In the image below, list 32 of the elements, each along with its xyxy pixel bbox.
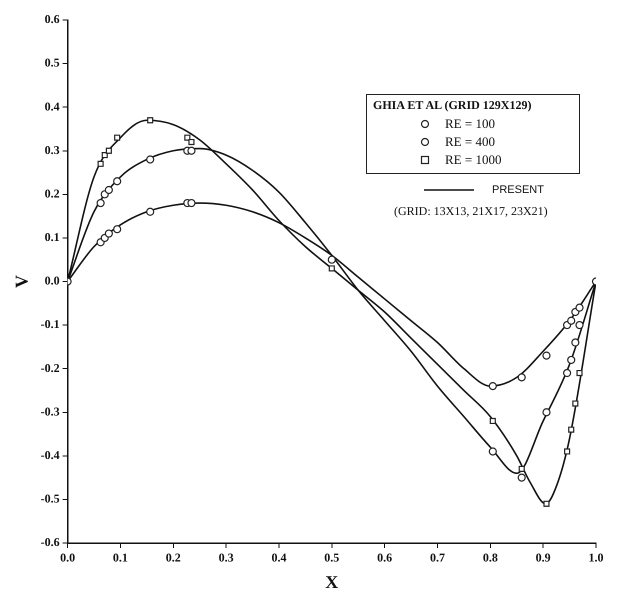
y-tick-label: -0.1 (40, 317, 60, 332)
x-tick-label: 0.5 (324, 550, 340, 564)
y-tick-label: -0.6 (40, 535, 60, 550)
legend-label: PRESENT (492, 184, 544, 196)
legend-label: RE = 100 (445, 116, 495, 132)
y-tick-label: 0.0 (44, 274, 60, 288)
y-tick-label: 0.6 (44, 12, 60, 26)
x-tick-label: 0.0 (60, 550, 76, 564)
y-tick-label: 0.3 (44, 142, 60, 157)
x-tick-label: 0.7 (430, 550, 445, 564)
y-tick-label: 0.4 (44, 99, 60, 114)
x-tick-label: 0.6 (377, 550, 392, 564)
x-tick-label: 1.0 (588, 550, 604, 564)
x-tick-label: 0.2 (166, 550, 181, 564)
y-tick-label: -0.2 (40, 360, 60, 375)
x-tick-label: 0.9 (536, 550, 551, 564)
y-tick-label: -0.4 (40, 448, 60, 462)
x-tick-label: 0.1 (112, 550, 128, 564)
x-tick-label: 0.8 (482, 550, 498, 564)
x-tick-label: 0.3 (218, 550, 234, 564)
y-tick-label: 0.2 (44, 186, 60, 200)
annotation: (GRID: 13X13, 21X17, 23X21) (393, 204, 549, 219)
y-tick-label: 0.1 (44, 230, 60, 244)
y-tick-label: 0.5 (44, 56, 60, 70)
y-tick-label: -0.3 (40, 404, 60, 418)
y-axis-title: V (11, 275, 32, 288)
x-tick-label: 0.4 (271, 550, 286, 564)
legend-label: RE = 1000 (445, 152, 502, 168)
y-tick-label: -0.5 (40, 492, 60, 506)
legend-title: GHIA ET AL (GRID 129X129) (373, 98, 532, 113)
x-axis-title: X (325, 572, 338, 592)
legend-label: RE = 400 (445, 134, 495, 150)
